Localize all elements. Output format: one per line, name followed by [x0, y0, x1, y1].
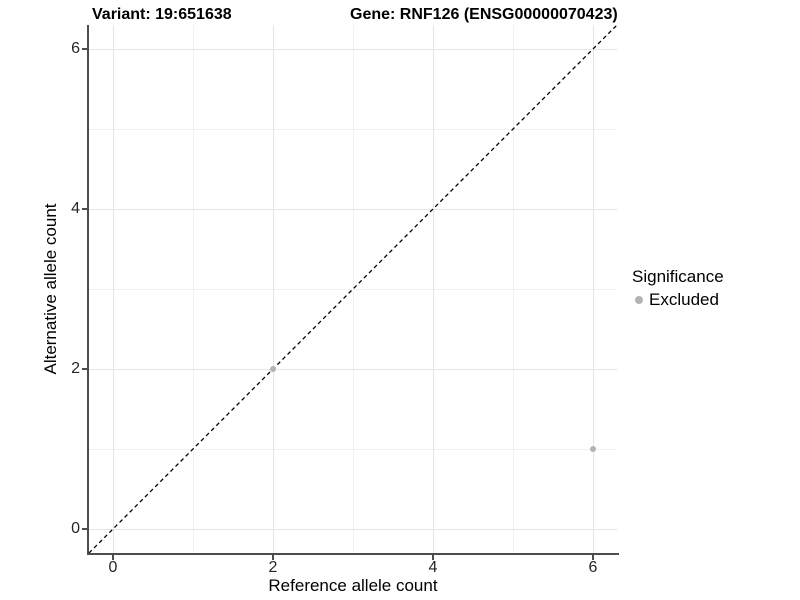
- gridline-minor-y: [89, 448, 617, 450]
- gridline-major-y: [89, 528, 617, 530]
- data-point: [590, 446, 596, 452]
- gridline-minor-y: [89, 128, 617, 130]
- legend-title: Significance: [632, 267, 724, 286]
- x-tick: [432, 555, 434, 560]
- x-tick-label: 2: [268, 559, 278, 576]
- gridline-major-y: [89, 208, 617, 210]
- y-tick: [82, 208, 87, 210]
- y-tick-label: 2: [71, 360, 80, 377]
- gridline-major-x: [432, 25, 434, 553]
- y-tick: [82, 48, 87, 50]
- x-tick-label: 6: [588, 559, 598, 576]
- gridline-major-y: [89, 368, 617, 370]
- plot-title-variant: Variant: 19:651638: [92, 6, 232, 23]
- gridline-major-x: [592, 25, 594, 553]
- x-tick: [272, 555, 274, 560]
- gridline-major-y: [89, 48, 617, 50]
- x-tick-label: 4: [428, 559, 438, 576]
- plot-panel: [89, 25, 617, 553]
- legend-item-label: Excluded: [649, 290, 719, 309]
- x-axis-line: [87, 553, 619, 555]
- y-tick-label: 4: [71, 200, 80, 217]
- x-tick: [112, 555, 114, 560]
- data-point: [270, 366, 276, 372]
- x-tick: [592, 555, 594, 560]
- gridline-minor-y: [89, 288, 617, 290]
- gridline-major-x: [272, 25, 274, 553]
- y-tick: [82, 368, 87, 370]
- y-tick-label: 6: [71, 40, 80, 57]
- gridline-major-x: [112, 25, 114, 553]
- y-axis-line: [87, 25, 89, 555]
- y-tick: [82, 528, 87, 530]
- legend: Significance Excluded: [632, 267, 724, 310]
- identity-line: [89, 25, 617, 553]
- x-tick-label: 0: [108, 559, 118, 576]
- legend-item-excluded: Excluded: [635, 290, 724, 310]
- excluded-point-icon: [635, 296, 643, 304]
- y-tick-label: 0: [71, 520, 80, 537]
- x-axis-title: Reference allele count: [268, 576, 438, 595]
- plot-title-gene: Gene: RNF126 (ENSG00000070423): [350, 6, 618, 23]
- y-axis-title: Alternative allele count: [41, 203, 60, 375]
